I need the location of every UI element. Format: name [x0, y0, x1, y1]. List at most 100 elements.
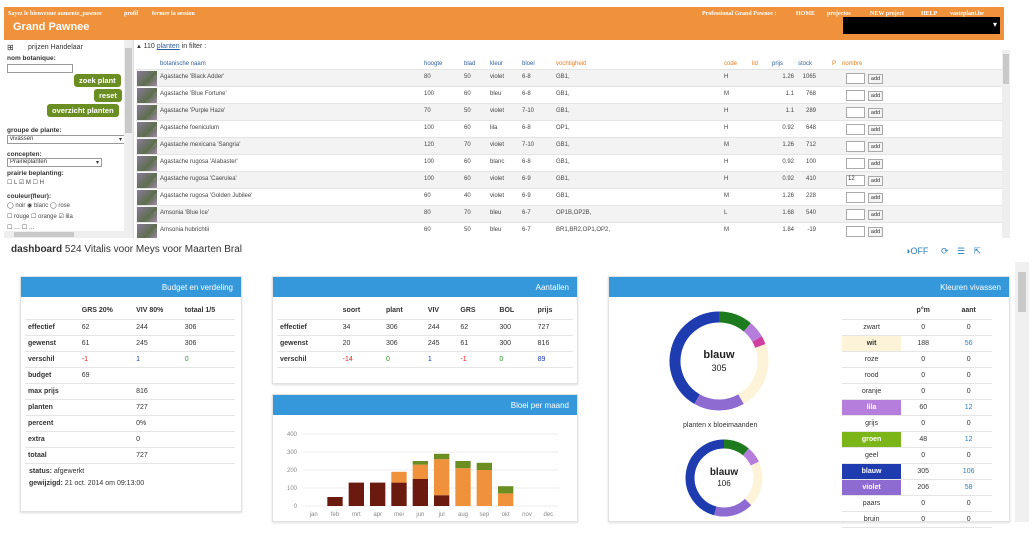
cell-name[interactable]: Agastache foeniculum	[160, 125, 220, 131]
col-bloom[interactable]: bloei	[522, 61, 535, 67]
table-row[interactable]: ↗ Agastache rugosa 'Golden Jubilee' 60 40 vi…	[136, 188, 1002, 205]
cell-name[interactable]: Agastache mexicana 'Sangria'	[160, 142, 241, 148]
add-button[interactable]: add	[868, 91, 883, 101]
cell-name[interactable]: Agastache 'Black Adder'	[160, 74, 225, 80]
plant-thumbnail[interactable]	[137, 173, 157, 188]
add-button[interactable]: add	[868, 193, 883, 203]
add-button[interactable]: add	[868, 125, 883, 135]
col-stock[interactable]: stock	[798, 61, 813, 67]
add-button[interactable]: add	[868, 176, 883, 186]
add-button[interactable]: add	[868, 227, 883, 237]
site-link[interactable]: vasteplant.be	[950, 11, 984, 17]
plant-thumbnail[interactable]	[137, 122, 157, 137]
col-height[interactable]: hoogte	[424, 61, 443, 67]
logout-link[interactable]: fermer la session	[152, 11, 195, 17]
link-icon[interactable]: ↗	[152, 211, 158, 217]
grid-scrollbar[interactable]	[1002, 50, 1010, 238]
plant-thumbnail[interactable]	[137, 139, 157, 154]
quantity-input[interactable]	[846, 73, 865, 84]
table-row[interactable]: ↗ Amsonia 'Blue Ice' 80 70 bleu 6-7 OP1B,OP2B,…	[136, 205, 1002, 222]
col-name[interactable]: botanische naam	[160, 61, 206, 67]
quantity-input[interactable]	[846, 107, 865, 118]
profile-link[interactable]: profil	[124, 11, 139, 17]
expand-icon[interactable]: ⊞	[7, 43, 14, 52]
project-select[interactable]: ▾	[843, 17, 1000, 34]
help-link[interactable]: HELP	[921, 11, 938, 17]
col-code[interactable]: code	[724, 61, 738, 67]
botanical-name-input[interactable]	[7, 64, 73, 73]
table-row[interactable]: ↗ Agastache 'Blue Fortune' 100 60 bleu 6-8 GB1…	[136, 86, 1002, 103]
toggle-icon[interactable]: ◑	[905, 246, 911, 256]
link-icon[interactable]: ↗	[152, 160, 158, 166]
col-leaf[interactable]: blad	[464, 61, 476, 67]
cell-name[interactable]: Agastache 'Purple Haze'	[160, 108, 226, 114]
table-row[interactable]: ↗ Amsonia hubrichtii 60 50 bleu 6-7 BR1,BR2,OP…	[136, 222, 1002, 238]
cell-name[interactable]: Agastache 'Blue Fortune'	[160, 91, 227, 97]
quantity-input[interactable]	[846, 124, 865, 135]
cell-name[interactable]: Amsonia 'Blue Ice'	[160, 210, 209, 216]
quantity-input[interactable]: 12	[846, 175, 865, 186]
col-moisture[interactable]: vochtigheid	[556, 61, 587, 67]
add-button[interactable]: add	[868, 210, 883, 220]
add-button[interactable]: add	[868, 74, 883, 84]
table-row[interactable]: ↗ Agastache rugosa 'Alabaster' 100 60 blanc 6…	[136, 154, 1002, 171]
off-toggle[interactable]: OFF	[910, 246, 929, 256]
external-link-icon[interactable]: ⇱	[973, 246, 982, 256]
table-row[interactable]: ↗ Agastache 'Black Adder' 80 50 violet 6-8 GB1…	[136, 69, 1002, 86]
concepts-select[interactable]: Prairieplanten ▾	[7, 158, 102, 167]
link-icon[interactable]: ↗	[152, 109, 158, 115]
plant-thumbnail[interactable]	[137, 88, 157, 103]
plants-link[interactable]: planten	[156, 43, 180, 50]
page-scrollbar[interactable]	[1015, 262, 1029, 522]
list-icon[interactable]: ☰	[957, 246, 966, 256]
link-icon[interactable]: ↗	[152, 75, 158, 81]
quantity-input[interactable]	[846, 226, 865, 237]
prairie-checkboxes[interactable]: ☐ L ☑ M ☐ H	[7, 180, 44, 186]
quantity-input[interactable]	[846, 90, 865, 101]
plant-thumbnail[interactable]	[137, 156, 157, 171]
add-button[interactable]: add	[868, 142, 883, 152]
link-icon[interactable]: ↗	[152, 143, 158, 149]
home-link[interactable]: HOME	[796, 11, 815, 17]
reset-button[interactable]: reset	[94, 89, 122, 102]
add-button[interactable]: add	[868, 108, 883, 118]
link-icon[interactable]: ↗	[152, 126, 158, 132]
col-colour[interactable]: kleur	[490, 61, 504, 67]
link-icon[interactable]: ↗	[152, 92, 158, 98]
col-p[interactable]: P	[832, 61, 837, 67]
new-project-link[interactable]: NEW project	[870, 11, 904, 17]
plant-thumbnail[interactable]	[137, 207, 157, 222]
quantity-input[interactable]	[846, 141, 865, 152]
colour-radios-row1[interactable]: ◯ noir ◉ blanc ◯ rose	[7, 203, 71, 209]
plant-group-select[interactable]: vivassen ▾	[7, 135, 125, 144]
link-icon[interactable]: ↗	[152, 194, 158, 200]
cell-name[interactable]: Amsonia hubrichtii	[160, 227, 210, 233]
cell-name[interactable]: Agastache rugosa 'Alabaster'	[160, 159, 238, 165]
refresh-icon[interactable]: ⟳	[940, 246, 949, 256]
link-icon[interactable]: ↗	[152, 177, 158, 183]
cell-name[interactable]: Agastache rugosa 'Caerulea'	[160, 176, 237, 182]
table-row[interactable]: ↗ Agastache mexicana 'Sangria' 120 70 violet…	[136, 137, 1002, 154]
cell-name[interactable]: Agastache rugosa 'Golden Jubilee'	[160, 193, 253, 199]
colour-checkboxes-row3[interactable]: ☐ … ☐ …	[7, 225, 35, 231]
table-row[interactable]: ↗ Agastache rugosa 'Caerulea' 100 60 violet 6…	[136, 171, 1002, 188]
col-price[interactable]: prijs	[772, 61, 784, 67]
sidebar-scrollbar[interactable]	[124, 40, 133, 238]
table-row[interactable]: ↗ Agastache foeniculum 100 60 lila 6-8 OP1, H 0.…	[136, 120, 1002, 137]
projects-link[interactable]: projectos	[827, 11, 851, 17]
col-number[interactable]: nombre	[842, 61, 863, 67]
colour-checkboxes-row2[interactable]: ☐ rouge ☐ orange ☑ lila	[7, 214, 73, 220]
quantity-input[interactable]	[846, 209, 865, 220]
overview-button[interactable]: overzicht planten	[47, 104, 119, 117]
collapse-icon[interactable]: ▲	[136, 44, 144, 50]
link-icon[interactable]: ↗	[152, 228, 158, 234]
plant-thumbnail[interactable]	[137, 71, 157, 86]
search-plant-button[interactable]: zoek plant	[74, 74, 121, 87]
quantity-input[interactable]	[846, 158, 865, 169]
plant-thumbnail[interactable]	[137, 105, 157, 120]
add-button[interactable]: add	[868, 159, 883, 169]
plant-thumbnail[interactable]	[137, 224, 157, 238]
table-row[interactable]: ↗ Agastache 'Purple Haze' 70 50 violet 7-10 GB…	[136, 103, 1002, 120]
plant-thumbnail[interactable]	[137, 190, 157, 205]
sidebar-hscrollbar[interactable]	[4, 231, 125, 238]
